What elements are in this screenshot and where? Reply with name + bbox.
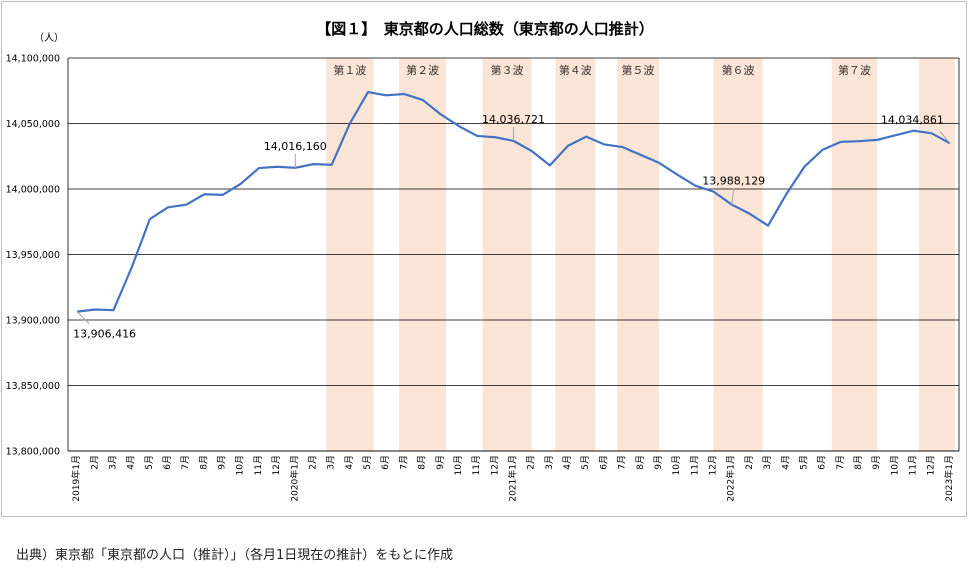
wave-label: 第２波 <box>406 63 439 77</box>
x-tick-label: 3月 <box>326 455 337 470</box>
x-tick-label: 8月 <box>635 455 646 470</box>
x-tick-label: 8月 <box>853 455 864 470</box>
wave-label: 第５波 <box>622 63 655 77</box>
data-label: 14,034,861 <box>881 113 944 126</box>
wave-label: 第１波 <box>333 63 366 77</box>
x-tick-label: 2月 <box>526 455 537 470</box>
x-tick-label: 11月 <box>689 455 700 475</box>
y-tick-label: 13,950,000 <box>6 250 60 261</box>
x-tick-label: 9月 <box>871 455 882 470</box>
y-tick-label: 14,100,000 <box>6 54 60 65</box>
x-tick-label: 2020年1月 <box>288 455 300 502</box>
x-tick-label: 9月 <box>435 455 446 470</box>
x-tick-label: 7月 <box>180 455 191 470</box>
y-tick-label: 13,900,000 <box>6 316 60 327</box>
x-tick-label: 5月 <box>580 455 591 470</box>
x-tick-label: 10月 <box>235 455 246 475</box>
x-tick-label: 6月 <box>380 455 391 470</box>
x-tick-label: 2月 <box>89 455 100 470</box>
x-tick-label: 10月 <box>889 455 900 475</box>
x-tick-label: 3月 <box>107 455 118 470</box>
annotation-leader <box>76 311 90 324</box>
x-tick-label: 11月 <box>253 455 264 475</box>
x-tick-label: 2月 <box>307 455 318 470</box>
x-tick-label: 12月 <box>271 455 282 475</box>
x-tick-label: 12月 <box>926 455 937 475</box>
x-tick-label: 7月 <box>835 455 846 470</box>
wave-label: 第３波 <box>491 63 524 77</box>
y-tick-label: 13,850,000 <box>6 381 60 392</box>
x-tick-label: 4月 <box>126 455 137 470</box>
annotation-leader <box>939 131 951 144</box>
data-label: 14,036,721 <box>482 113 545 126</box>
x-tick-label: 2019年1月 <box>70 455 82 502</box>
x-tick-label: 6月 <box>598 455 609 470</box>
x-tick-label: 4月 <box>780 455 791 470</box>
data-label: 13,988,129 <box>702 175 765 188</box>
x-tick-label: 2月 <box>744 455 755 470</box>
data-label: 13,906,416 <box>73 328 136 341</box>
x-tick-label: 9月 <box>653 455 664 470</box>
y-tick-label: 13,800,000 <box>6 447 60 458</box>
wave-label: 第４波 <box>559 63 592 77</box>
x-tick-label: 3月 <box>762 455 773 470</box>
x-tick-label: 5月 <box>144 455 155 470</box>
x-tick-label: 5月 <box>362 455 373 470</box>
wave-label: 第７波 <box>838 63 871 77</box>
annotation-leader <box>731 188 735 205</box>
chart-title: 【図１】 東京都の人口総数（東京都の人口推計） <box>316 20 654 38</box>
x-tick-label: 11月 <box>471 455 482 475</box>
x-tick-label: 9月 <box>217 455 228 470</box>
wave-label: 第６波 <box>722 63 755 77</box>
data-label: 14,016,160 <box>264 140 327 153</box>
x-tick-label: 7月 <box>398 455 409 470</box>
x-tick-label: 6月 <box>162 455 173 470</box>
x-tick-label: 6月 <box>817 455 828 470</box>
x-tick-label: 2022年1月 <box>725 455 737 502</box>
source-note: 出典）東京都「東京都の人口（推計）」（各月1日現在の推計）をもとに作成 <box>16 548 454 563</box>
x-tick-label: 7月 <box>617 455 628 470</box>
x-tick-label: 2021年1月 <box>507 455 519 502</box>
x-tick-label: 4月 <box>562 455 573 470</box>
x-tick-label: 8月 <box>198 455 209 470</box>
x-tick-label: 12月 <box>489 455 500 475</box>
x-tick-label: 3月 <box>544 455 555 470</box>
y-tick-label: 14,000,000 <box>6 185 60 196</box>
x-tick-label: 10月 <box>453 455 464 475</box>
y-tick-label: 14,050,000 <box>6 119 60 130</box>
x-tick-label: 8月 <box>417 455 428 470</box>
line-chart: 第１波 第２波 第３波 第４波 第５波 第６波 第７波 13,800,000 13,850,00… <box>6 54 960 502</box>
x-tick-label: 11月 <box>908 455 919 475</box>
x-tick-label: 4月 <box>344 455 355 470</box>
chart-frame <box>1 1 967 517</box>
x-tick-label: 12月 <box>708 455 719 475</box>
x-tick-label: 2023年1月 <box>943 455 955 502</box>
y-axis-unit: （人） <box>34 33 64 44</box>
x-tick-label: 10月 <box>671 455 682 475</box>
x-tick-label: 5月 <box>798 455 809 470</box>
